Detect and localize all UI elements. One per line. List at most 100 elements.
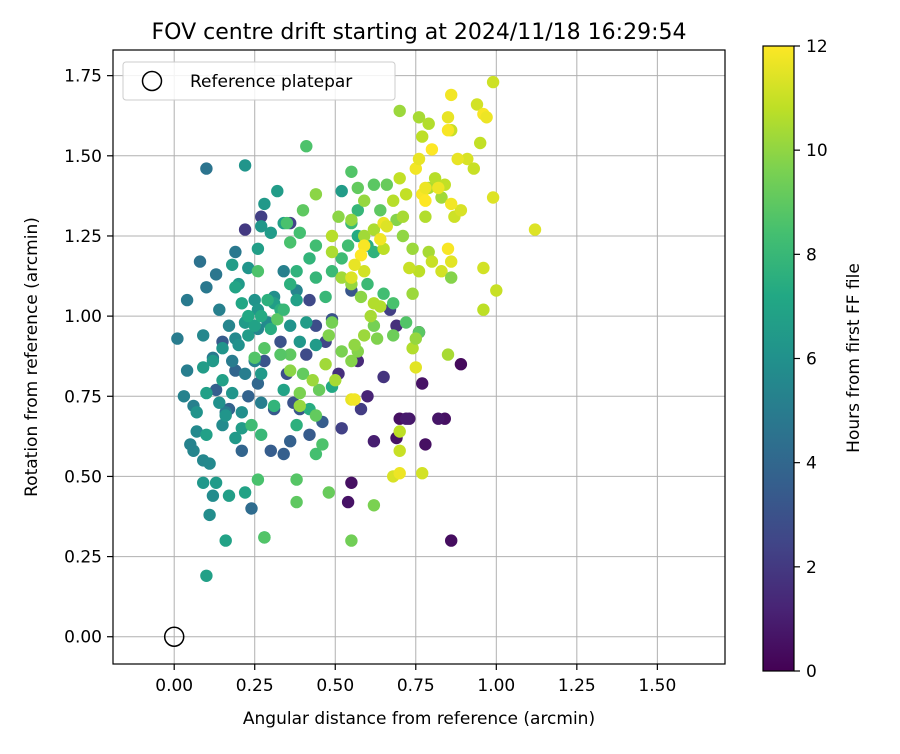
data-point [409, 361, 422, 374]
data-point [226, 258, 239, 271]
data-point [367, 435, 381, 448]
data-point [345, 354, 358, 368]
data-point [213, 396, 226, 409]
data-point [209, 383, 223, 397]
data-point [335, 184, 348, 198]
data-point [335, 271, 348, 284]
data-point [229, 245, 242, 259]
data-point [345, 271, 358, 284]
data-point [358, 194, 371, 207]
colorbar-tick-label: 0 [806, 662, 817, 682]
data-point [393, 444, 406, 457]
data-point [306, 374, 319, 387]
data-point [255, 367, 268, 380]
data-point [361, 277, 374, 291]
data-point [216, 418, 229, 432]
data-point [387, 297, 400, 310]
data-point [290, 473, 303, 486]
data-point [393, 467, 406, 480]
data-point [290, 265, 303, 278]
data-point [238, 223, 252, 236]
data-point [419, 438, 432, 451]
colorbar-gradient [762, 45, 795, 672]
data-point [226, 386, 239, 400]
y-tick-label: 0.00 [64, 628, 102, 648]
data-point [309, 271, 323, 284]
data-point [248, 293, 261, 307]
data-point [309, 409, 323, 422]
data-point [255, 220, 268, 233]
data-point [216, 342, 229, 355]
data-point [229, 281, 242, 294]
colorbar-tick-label: 8 [806, 245, 817, 265]
data-point [309, 319, 323, 332]
data-point [409, 162, 422, 175]
data-point [490, 284, 503, 297]
data-point [232, 338, 245, 352]
data-point [377, 287, 390, 300]
data-point [251, 377, 265, 390]
data-point [235, 297, 248, 310]
x-tick-label: 0.75 [397, 676, 435, 696]
data-point [461, 152, 474, 166]
data-point [367, 178, 381, 191]
data-point [393, 172, 406, 185]
data-point [309, 239, 323, 252]
data-point [435, 191, 448, 204]
data-point [290, 293, 303, 307]
data-point [303, 252, 316, 265]
legend: Reference platepar [122, 61, 396, 101]
data-point [222, 319, 236, 332]
data-point [264, 444, 277, 457]
data-point [354, 402, 368, 416]
data-point [255, 210, 268, 223]
data-point [312, 383, 326, 397]
data-point [235, 406, 248, 419]
colorbar-tick-label: 12 [806, 37, 828, 57]
data-point [399, 412, 413, 425]
data-point [219, 409, 232, 422]
data-point [190, 425, 203, 438]
data-point [445, 534, 458, 547]
data-point [406, 242, 419, 255]
data-point [374, 233, 387, 246]
legend-marker-icon [141, 70, 163, 92]
data-point [277, 303, 290, 316]
data-point [271, 184, 284, 198]
x-tick-label: 1.50 [638, 676, 676, 696]
data-point [329, 374, 342, 387]
data-point [354, 290, 368, 304]
data-point [245, 502, 258, 515]
data-point [419, 210, 432, 223]
data-point [406, 287, 419, 300]
x-axis-ticks: 0.00 0.25 0.50 0.75 1.00 1.25 1.50 [155, 664, 676, 696]
data-point [380, 220, 393, 233]
data-point [325, 316, 339, 329]
data-point [528, 223, 542, 236]
x-axis-label: Angular distance from reference (arcmin) [243, 709, 595, 729]
data-point [258, 531, 271, 544]
data-point [200, 569, 213, 582]
legend-box [122, 61, 396, 101]
data-point [445, 88, 458, 102]
data-point [399, 188, 413, 201]
data-point [193, 255, 207, 268]
plot-area: 0.00 0.25 0.50 0.75 1.00 1.25 1.50 0.00 0.25 0.5… [64, 49, 726, 696]
y-tick-label: 1.75 [64, 67, 102, 87]
data-point [396, 210, 410, 223]
data-point [284, 348, 297, 361]
data-point [300, 348, 313, 361]
legend-label-reference-platepar: Reference platepar [190, 72, 352, 92]
data-point [197, 329, 210, 342]
data-point [477, 261, 490, 275]
data-point [367, 499, 381, 512]
data-point [303, 293, 316, 307]
data-point [200, 428, 213, 441]
data-point [290, 495, 303, 509]
data-point [303, 428, 316, 441]
data-point [245, 418, 258, 432]
data-point [300, 140, 313, 153]
data-point [267, 399, 281, 413]
data-point [345, 165, 358, 178]
